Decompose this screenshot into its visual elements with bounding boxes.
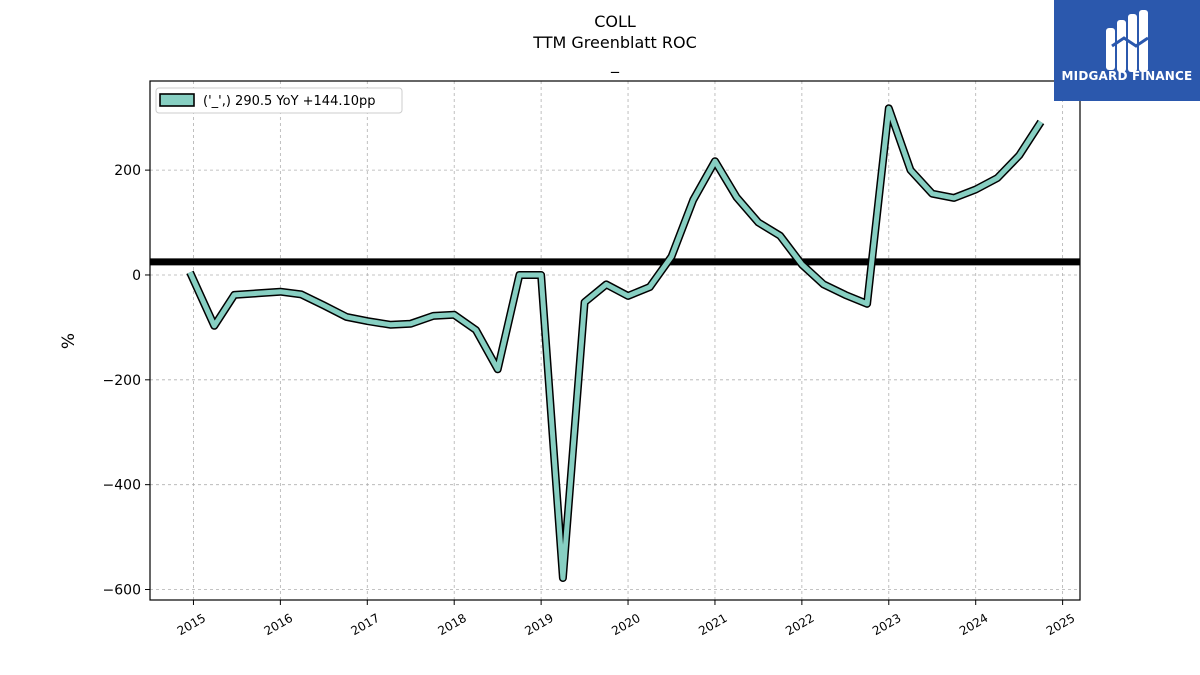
- x-tick-label: 2022: [783, 611, 816, 638]
- series-line: [187, 105, 1043, 581]
- midgard-finance-logo: MIDGARD FINANCE: [1054, 0, 1200, 101]
- x-tick-label: 2017: [349, 611, 382, 638]
- x-tick-label: 2020: [609, 611, 642, 638]
- x-tick-label: 2021: [696, 611, 729, 638]
- y-axis: 200 0 −200 −400 −600: [103, 163, 150, 599]
- grid-lines: [150, 81, 1080, 600]
- legend-box: [155, 87, 403, 114]
- legend: ('_',) 290.5 YoY +144.10pp: [155, 87, 403, 114]
- series-group: [186, 104, 1045, 582]
- x-tick-label: 2018: [435, 611, 468, 638]
- midgard-m-logo-icon: [1106, 10, 1149, 72]
- y-axis-label: %: [59, 333, 79, 349]
- series-line-outline: [186, 104, 1045, 582]
- chart-title-line-3: _: [610, 54, 620, 74]
- x-tick-label: 2024: [957, 611, 990, 638]
- x-tick-label: 2025: [1044, 611, 1077, 638]
- y-tick-label: −400: [103, 478, 141, 494]
- y-tick-label: 200: [114, 163, 141, 179]
- x-tick-label: 2016: [262, 611, 295, 638]
- x-tick-label: 2023: [870, 611, 903, 638]
- logo-brand-text: MIDGARD FINANCE: [1061, 69, 1193, 83]
- chart-title-line-1: COLL: [594, 12, 636, 31]
- x-tick-label: 2015: [175, 611, 208, 638]
- chart-title-line-2: TTM Greenblatt ROC: [532, 33, 697, 52]
- y-tick-label: −200: [103, 373, 141, 389]
- x-axis: 2015 2016 2017 2018 2019 2020 2021 2022 2023 2024…: [175, 600, 1077, 638]
- y-tick-label: −600: [103, 583, 141, 599]
- y-tick-label: 0: [132, 268, 141, 284]
- x-tick-label: 2019: [522, 611, 555, 638]
- legend-swatch: [159, 93, 195, 107]
- plot-frame: [149, 80, 1081, 601]
- legend-label: ('_',) 290.5 YoY +144.10pp: [203, 94, 376, 109]
